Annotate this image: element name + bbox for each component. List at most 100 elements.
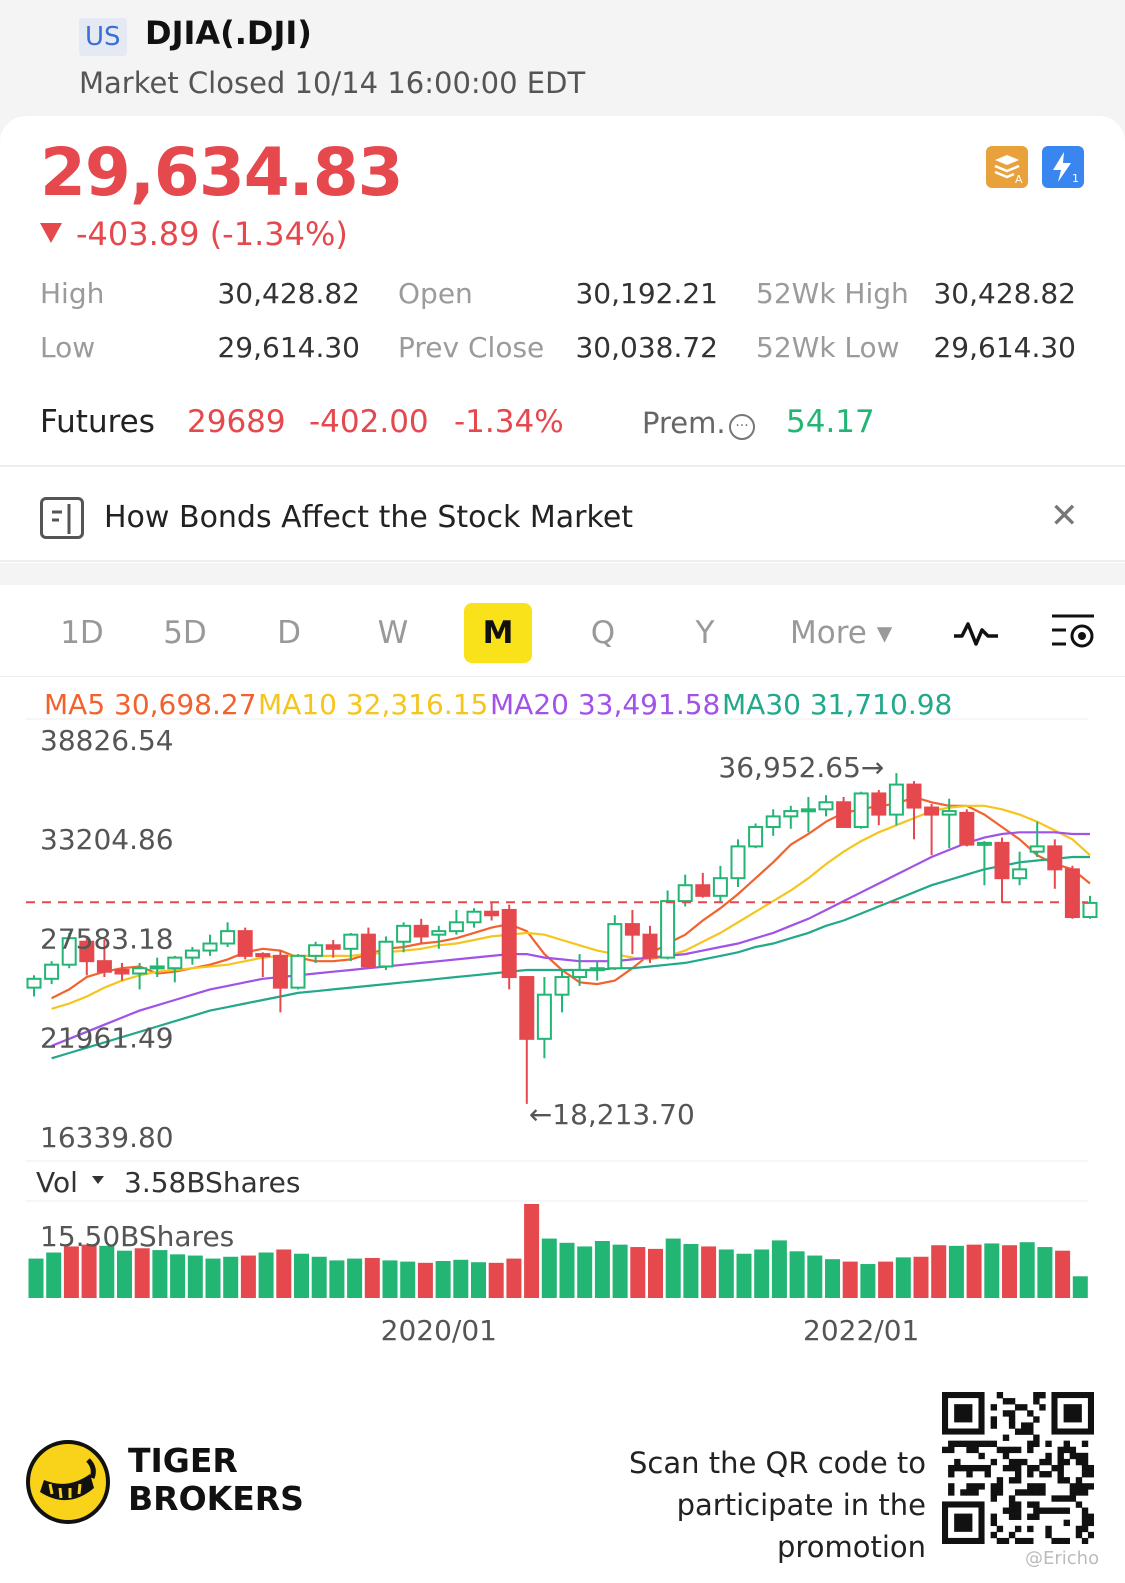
- qr-module: [1014, 1446, 1022, 1454]
- candle-body: [378, 940, 394, 968]
- qr-module: [1081, 1483, 1089, 1490]
- qr-module: [1045, 1507, 1052, 1514]
- qr-module: [1087, 1483, 1094, 1490]
- level2-icon[interactable]: A: [986, 146, 1028, 188]
- qr-module: [1033, 1513, 1040, 1520]
- qr-module: [1063, 1519, 1070, 1527]
- candle: [1047, 839, 1063, 889]
- candle-body: [695, 884, 711, 897]
- indicator-icon[interactable]: [952, 612, 1000, 656]
- futures-price[interactable]: 29689: [187, 404, 286, 440]
- qr-module: [1057, 1464, 1064, 1472]
- qr-module: [942, 1446, 949, 1454]
- down-arrow-icon: [40, 223, 62, 243]
- more-dropdown[interactable]: More ▾: [790, 615, 893, 651]
- candle-body: [800, 808, 816, 813]
- qr-module: [1014, 1513, 1022, 1520]
- divider: [0, 560, 1125, 562]
- last-price: 29,634.83: [40, 134, 404, 211]
- qr-module: [1027, 1513, 1034, 1520]
- qr-module: [1014, 1404, 1022, 1411]
- info-icon[interactable]: ···: [729, 414, 755, 440]
- candle-body: [501, 908, 517, 979]
- qr-module: [1051, 1507, 1058, 1514]
- open-label: Open: [398, 277, 473, 310]
- qr-module: [1075, 1531, 1083, 1539]
- tab-m[interactable]: M: [464, 603, 532, 663]
- volume-bar: [63, 1246, 79, 1298]
- candle: [325, 939, 341, 958]
- qr-module: [1039, 1471, 1046, 1478]
- qr-module: [978, 1440, 985, 1448]
- candle-body: [994, 841, 1010, 880]
- qr-module: [1002, 1398, 1010, 1405]
- qr-module: [1008, 1501, 1016, 1508]
- volume-bar: [46, 1252, 62, 1298]
- candle: [255, 952, 271, 978]
- futures-percent[interactable]: -1.34%: [454, 404, 564, 440]
- qr-module: [1002, 1434, 1010, 1441]
- qr-module: [1008, 1422, 1016, 1429]
- volume-bar: [736, 1253, 752, 1298]
- max-price-label: 36,952.65→: [718, 751, 884, 784]
- candle-body: [642, 933, 658, 959]
- qr-finder: [954, 1404, 973, 1423]
- qr-module: [1051, 1495, 1058, 1502]
- candlestick-chart[interactable]: 38826.54 33204.86 27583.18 21961.49 16339.80…: [0, 680, 1125, 1360]
- candle-body: [184, 949, 200, 959]
- ma-line-ma10: [51, 804, 1091, 1010]
- tab-q[interactable]: Q: [590, 615, 616, 651]
- header: US DJIA(.DJI) Market Closed 10/14 16:00:…: [0, 0, 1125, 118]
- qr-module: [1033, 1507, 1040, 1514]
- candle-body: [941, 810, 957, 816]
- qr-module: [1063, 1458, 1070, 1466]
- candle: [431, 925, 447, 949]
- candle-body: [924, 806, 940, 816]
- qr-module: [1033, 1434, 1040, 1441]
- qr-module: [1075, 1452, 1083, 1460]
- candle: [79, 936, 95, 976]
- futures-change[interactable]: -402.00: [309, 404, 429, 440]
- tab-1d[interactable]: 1D: [60, 615, 104, 651]
- tab-w[interactable]: W: [377, 615, 409, 651]
- lightning-icon[interactable]: 1: [1042, 146, 1084, 188]
- candle-body: [44, 963, 60, 980]
- candle-body: [448, 921, 464, 933]
- candle-body: [237, 930, 253, 957]
- candle-body: [572, 968, 588, 979]
- candle: [96, 939, 112, 978]
- volume-bar: [364, 1257, 380, 1298]
- candle: [660, 890, 676, 960]
- tab-5d[interactable]: 5D: [163, 615, 207, 651]
- candle: [484, 902, 500, 921]
- candle-body: [765, 815, 781, 828]
- qr-module: [1057, 1446, 1064, 1454]
- candle-body: [712, 877, 728, 897]
- qr-module: [1008, 1531, 1016, 1539]
- tab-d[interactable]: D: [277, 615, 301, 651]
- chart-settings-icon[interactable]: [1050, 612, 1098, 656]
- candle-body: [202, 942, 218, 952]
- volume-bar: [99, 1245, 115, 1298]
- ma30-label: MA30 31,710.98: [722, 688, 953, 721]
- ma20-label: MA20 33,491.58: [490, 688, 721, 721]
- tab-y[interactable]: Y: [695, 615, 715, 651]
- volume-bar: [117, 1250, 132, 1298]
- candle-body: [431, 930, 447, 936]
- news-banner-title[interactable]: How Bonds Affect the Stock Market: [104, 500, 634, 535]
- scan-line1: Scan the QR code to: [629, 1446, 926, 1480]
- volume-bar: [400, 1261, 416, 1298]
- qr-module: [990, 1458, 998, 1466]
- qr-module: [990, 1531, 998, 1539]
- volume-bar: [984, 1243, 1000, 1298]
- futures-label[interactable]: Futures: [40, 404, 155, 440]
- y-tick-label: 27583.18: [40, 922, 174, 955]
- svg-text:A: A: [1015, 173, 1023, 186]
- close-icon[interactable]: ✕: [1050, 496, 1079, 536]
- qr-module: [978, 1452, 985, 1460]
- qr-code[interactable]: [942, 1392, 1094, 1544]
- qr-module: [990, 1404, 998, 1411]
- candle: [466, 908, 482, 928]
- volume-bar: [860, 1264, 876, 1298]
- qr-module: [1002, 1410, 1010, 1417]
